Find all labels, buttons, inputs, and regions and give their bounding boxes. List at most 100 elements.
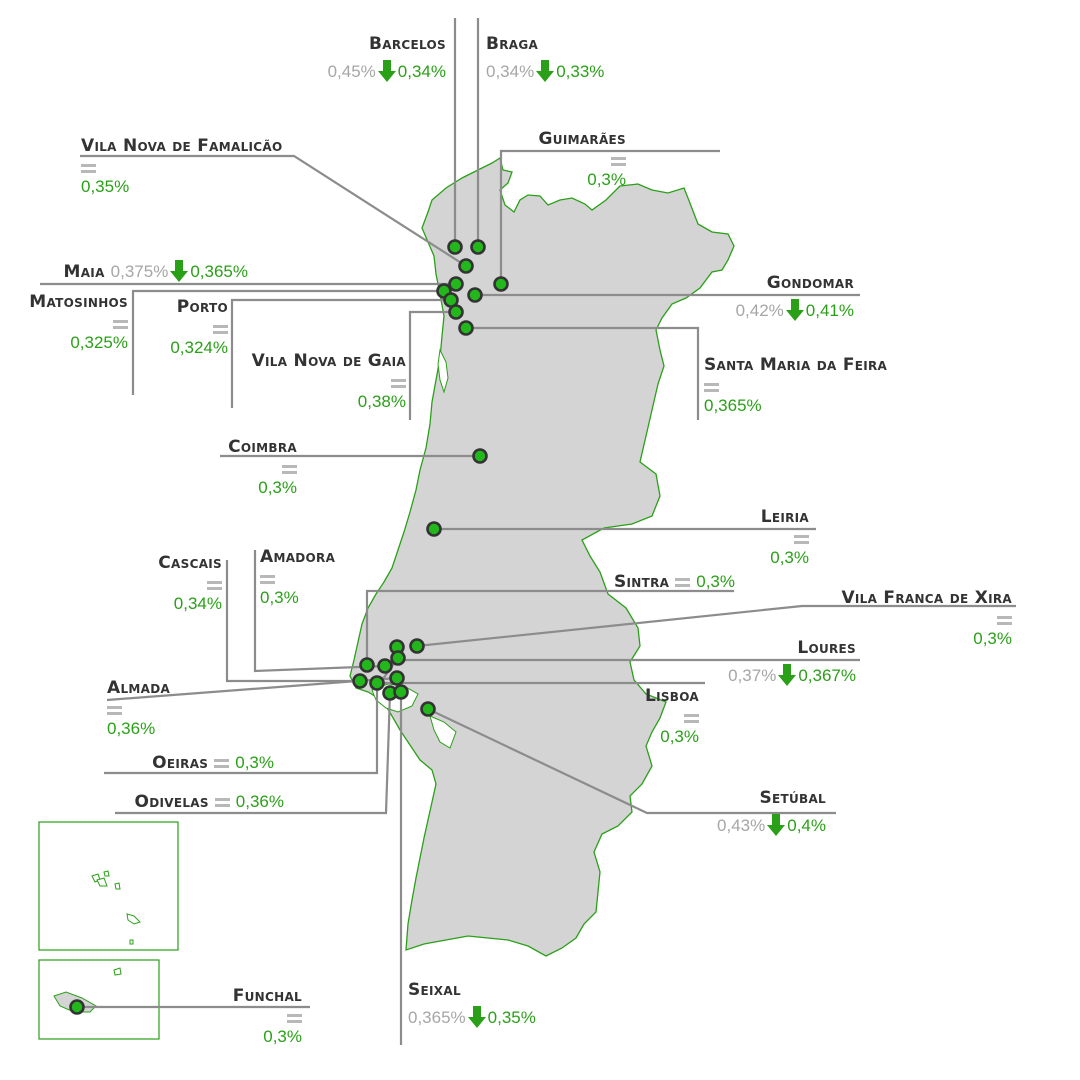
city-marker-amadora[interactable] bbox=[377, 658, 393, 674]
city-marker-leiria[interactable] bbox=[426, 521, 442, 537]
equal-sign-icon bbox=[81, 163, 96, 175]
equal-sign-icon bbox=[675, 577, 691, 589]
new-rate: 0,365% bbox=[190, 262, 248, 281]
leader-line-feira bbox=[466, 326, 700, 420]
leader-line-cascais bbox=[225, 560, 360, 683]
city-name: Matosinhos bbox=[29, 292, 128, 312]
city-name: Almada bbox=[107, 678, 171, 698]
city-name: Cascais bbox=[158, 553, 222, 573]
down-arrow-icon bbox=[467, 1006, 486, 1028]
equal-sign-icon bbox=[107, 705, 122, 717]
city-label-famalicao: Vila Nova de Famalicão 0,35% bbox=[81, 138, 282, 195]
new-rate: 0,38% bbox=[357, 392, 406, 411]
sado-estuary bbox=[429, 715, 457, 749]
down-arrow-icon bbox=[767, 814, 786, 836]
city-label-feira: Santa Maria da Feira 0,365% bbox=[704, 357, 887, 414]
city-label-loures: Loures 0,37% 0,367% bbox=[728, 640, 856, 686]
equal-sign-icon bbox=[704, 382, 719, 394]
city-label-guimaraes: Guimarães 0,3% bbox=[539, 131, 626, 188]
city-marker-maia[interactable] bbox=[448, 276, 464, 292]
equal-sign-icon bbox=[287, 1013, 302, 1025]
city-marker-setubal[interactable] bbox=[420, 701, 436, 717]
city-name: Braga bbox=[486, 34, 539, 54]
down-arrow-icon bbox=[785, 299, 804, 321]
city-marker-guimaraes[interactable] bbox=[493, 276, 509, 292]
new-rate: 0,3% bbox=[587, 170, 626, 189]
new-rate: 0,34% bbox=[397, 62, 446, 81]
leader-line-porto bbox=[230, 298, 451, 408]
new-rate: 0,3% bbox=[973, 629, 1012, 648]
city-marker-seixal[interactable] bbox=[393, 684, 409, 700]
old-rate: 0,375% bbox=[110, 262, 169, 281]
equal-sign-icon bbox=[794, 534, 809, 546]
city-label-almada: Almada 0,36% bbox=[107, 680, 170, 737]
city-name: Maia bbox=[63, 262, 105, 282]
new-rate: 0,4% bbox=[787, 816, 826, 835]
city-name: Odivelas bbox=[134, 792, 209, 812]
city-marker-braga[interactable] bbox=[470, 239, 486, 255]
new-rate: 0,3% bbox=[660, 727, 699, 746]
equal-sign-icon bbox=[684, 713, 699, 725]
city-label-oeiras: Oeiras 0,3% bbox=[152, 754, 274, 772]
equal-sign-icon bbox=[260, 574, 275, 586]
down-arrow-icon bbox=[778, 664, 797, 686]
old-rate: 0,37% bbox=[728, 666, 777, 685]
city-label-amadora: Amadora 0,3% bbox=[260, 549, 335, 606]
equal-sign-icon bbox=[207, 580, 222, 592]
equal-sign-icon bbox=[213, 324, 228, 336]
city-marker-lisboa[interactable] bbox=[390, 650, 406, 666]
city-name: Setúbal bbox=[759, 788, 826, 808]
new-rate: 0,35% bbox=[81, 177, 130, 196]
equal-sign-icon bbox=[282, 464, 297, 476]
leader-line-famalicao bbox=[80, 154, 467, 267]
city-marker-gaia[interactable] bbox=[448, 304, 464, 320]
city-marker-coimbra[interactable] bbox=[472, 448, 488, 464]
city-name: Gondomar bbox=[766, 273, 854, 293]
city-marker-famalicao[interactable] bbox=[458, 258, 474, 274]
city-name: Seixal bbox=[408, 980, 461, 1000]
city-name: Funchal bbox=[232, 986, 302, 1006]
leader-line-vfxira bbox=[416, 604, 1016, 648]
old-rate: 0,42% bbox=[735, 301, 784, 320]
city-label-vfxira: Vila Franca de Xira 0,3% bbox=[841, 590, 1012, 647]
city-label-gaia: Vila Nova de Gaia 0,38% bbox=[252, 353, 406, 410]
new-rate: 0,33% bbox=[556, 62, 605, 81]
city-marker-feira[interactable] bbox=[458, 320, 474, 336]
city-marker-oeiras[interactable] bbox=[369, 675, 385, 691]
leader-lines bbox=[40, 18, 1016, 1045]
city-marker-sintra[interactable] bbox=[359, 657, 375, 673]
city-marker-vfxira[interactable] bbox=[409, 638, 425, 654]
city-label-matosinhos: Matosinhos 0,325% bbox=[29, 294, 128, 351]
city-name: Guimarães bbox=[538, 129, 626, 149]
city-name: Sintra bbox=[613, 572, 670, 592]
city-name: Oeiras bbox=[152, 753, 209, 773]
leader-line-matosinhos bbox=[131, 289, 444, 395]
city-marker-barcelos[interactable] bbox=[447, 239, 463, 255]
azores-islands bbox=[91, 870, 141, 945]
city-label-leiria: Leiria 0,3% bbox=[761, 509, 809, 566]
leader-line-odivelas bbox=[115, 692, 392, 815]
city-marker-almada[interactable] bbox=[389, 670, 405, 686]
city-label-barcelos: Barcelos 0,45% 0,34% bbox=[328, 36, 446, 82]
old-rate: 0,365% bbox=[408, 1008, 466, 1027]
city-marker-funchal[interactable] bbox=[69, 999, 85, 1015]
new-rate: 0,36% bbox=[107, 719, 156, 738]
new-rate: 0,367% bbox=[798, 666, 856, 685]
new-rate: 0,324% bbox=[170, 338, 228, 357]
city-name: Vila Nova de Gaia bbox=[251, 351, 406, 371]
city-name: Vila Nova de Famalicão bbox=[81, 136, 283, 156]
leader-line-guimaraes bbox=[499, 149, 720, 284]
new-rate: 0,34% bbox=[173, 594, 222, 613]
city-marker-gondomar[interactable] bbox=[467, 287, 483, 303]
city-marker-cascais[interactable] bbox=[352, 673, 368, 689]
leader-line-gaia bbox=[408, 310, 456, 420]
new-rate: 0,365% bbox=[704, 396, 762, 415]
city-label-seixal: Seixal 0,365% 0,35% bbox=[408, 982, 536, 1028]
old-rate: 0,34% bbox=[486, 62, 535, 81]
city-label-braga: Braga 0,34% 0,33% bbox=[486, 36, 604, 82]
new-rate: 0,41% bbox=[805, 301, 854, 320]
old-rate: 0,43% bbox=[717, 816, 766, 835]
city-label-gondomar: Gondomar 0,42% 0,41% bbox=[736, 275, 854, 321]
new-rate: 0,35% bbox=[487, 1008, 536, 1027]
